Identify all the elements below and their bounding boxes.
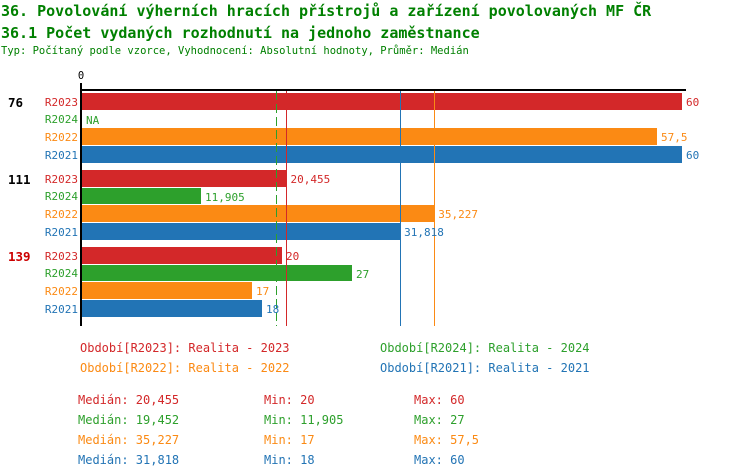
stat-median-r2024: Medián: 19,452 (78, 413, 180, 427)
axis-tick-label-zero: 0 (77, 70, 85, 82)
row-label-r2022-g0: R2022 (44, 130, 78, 144)
row-label-r2024-g2: R2024 (44, 267, 78, 281)
bar-r2021-g0 (82, 146, 682, 163)
legend-item-r2022: Období[R2022]: Realita - 2022 (80, 361, 290, 375)
median-line-r2021 (399, 91, 401, 326)
bar-r2024-g2 (82, 264, 352, 282)
stat-max-r2024: Max: 27 (414, 413, 465, 427)
bar-r2021-g2 (82, 300, 262, 317)
row-label-r2021-g2: R2021 (44, 302, 78, 316)
bar-value-label-r2022-g0: 57,5 (661, 131, 688, 145)
row-label-r2023-g0: R2023 (44, 95, 78, 109)
group-label-76: 76 (8, 95, 24, 110)
bar-r2022-g2 (82, 282, 252, 299)
row-label-r2023-g1: R2023 (44, 172, 78, 186)
y-axis-line (80, 83, 82, 326)
chart-title: 36. Povolování výherních hracích přístro… (1, 2, 652, 20)
stat-max-r2023: Max: 60 (414, 393, 465, 407)
median-line-r2022 (433, 91, 435, 326)
bar-value-label-r2023-g2: 20 (286, 250, 300, 263)
bar-value-label-r2021-g1: 31,818 (404, 226, 444, 240)
stat-min-r2024: Min: 11,905 (264, 413, 344, 427)
row-label-r2022-g1: R2022 (44, 207, 78, 221)
bar-value-label-r2022-g1: 35,227 (438, 208, 479, 222)
stat-median-r2022: Medián: 35,227 (78, 433, 180, 447)
group-label-111: 111 (8, 172, 31, 187)
grouped-bar-chart: 0 76 R2023 60 R2024 NA R2022 57,5 R2021 60 111 R202… (8, 70, 700, 326)
row-label-r2024-g0: R2024 (44, 113, 78, 127)
median-line-r2024 (276, 91, 278, 326)
median-line-r2023 (286, 91, 288, 326)
bar-value-label-r2024-g1: 11,905 (205, 190, 245, 204)
group-label-139: 139 (8, 249, 31, 264)
bar-r2022-g0 (82, 128, 657, 145)
legend-item-r2024: Období[R2024]: Realita - 2024 (380, 341, 590, 355)
stat-min-r2023: Min: 20 (264, 393, 315, 407)
bar-r2022-g1 (82, 205, 435, 222)
stat-max-r2022: Max: 57,5 (414, 433, 480, 447)
stat-median-r2023: Medián: 20,455 (78, 393, 180, 407)
stat-min-r2022: Min: 17 (264, 433, 315, 447)
bar-r2023-g1 (82, 170, 287, 187)
chart-subtitle: 36.1 Počet vydaných rozhodnutí na jednoh… (1, 24, 480, 42)
bar-value-label-r2023-g0: 60 (686, 96, 700, 109)
bar-r2023-g0 (82, 93, 682, 110)
bar-value-label-r2023-g1: 20,455 (290, 173, 331, 186)
stat-max-r2021: Max: 60 (414, 453, 465, 467)
bar-r2024-g1 (82, 187, 202, 205)
row-label-r2021-g0: R2021 (44, 148, 78, 162)
bar-value-label-r2024-g2: 27 (356, 267, 370, 281)
bar-value-label-r2022-g2: 17 (256, 285, 270, 299)
legend-item-r2021: Období[R2021]: Realita - 2021 (380, 361, 590, 375)
stat-median-r2021: Medián: 31,818 (78, 453, 180, 467)
x-axis-line (80, 89, 686, 91)
row-label-r2023-g2: R2023 (44, 249, 78, 263)
row-label-r2021-g1: R2021 (44, 225, 78, 239)
bar-r2023-g2 (82, 247, 282, 264)
stat-min-r2021: Min: 18 (264, 453, 315, 467)
chart-meta-line: Typ: Počítaný podle vzorce, Vyhodnocení:… (1, 45, 469, 57)
row-label-r2024-g1: R2024 (44, 190, 78, 204)
legend-item-r2023: Období[R2023]: Realita - 2023 (80, 341, 290, 355)
bar-r2021-g1 (82, 223, 401, 240)
bar-value-label-r2021-g0: 60 (686, 149, 700, 163)
bar-value-label-r2021-g2: 18 (266, 303, 280, 317)
bar-value-label-r2024-g0: NA (86, 113, 100, 127)
row-label-r2022-g2: R2022 (44, 284, 78, 298)
